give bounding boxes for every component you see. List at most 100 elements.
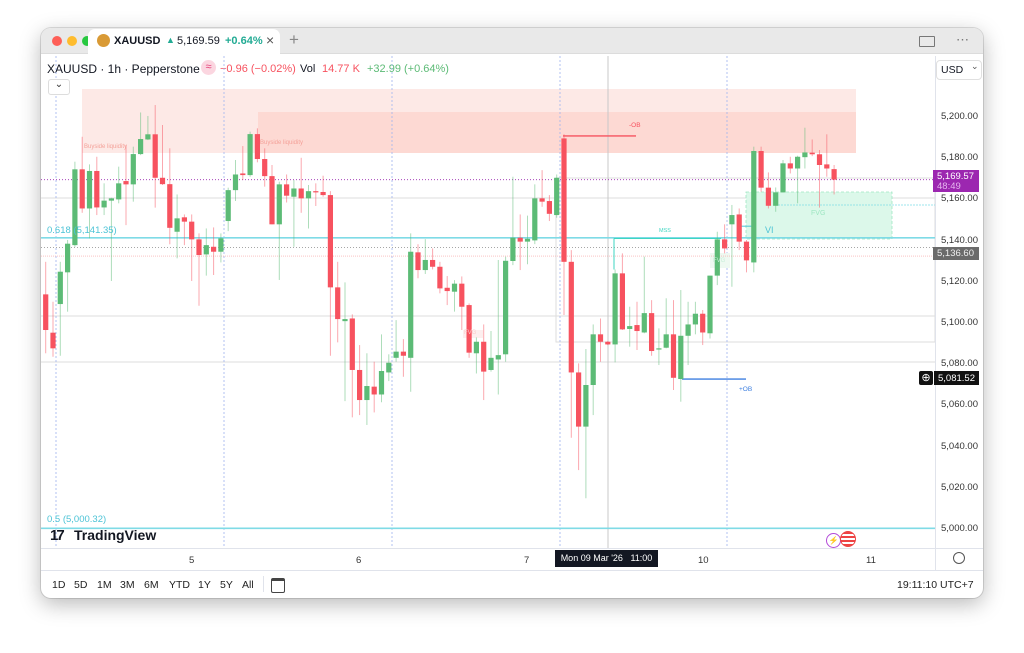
currency-label: USD bbox=[941, 64, 964, 76]
candle-down bbox=[43, 294, 49, 331]
candle-down bbox=[152, 134, 158, 178]
chevron-down-icon: ⌄ bbox=[971, 61, 979, 71]
market-status-badge[interactable]: ≈ bbox=[201, 60, 216, 75]
candle-up bbox=[232, 174, 239, 191]
gold-icon bbox=[97, 34, 110, 47]
candle-down bbox=[50, 332, 56, 349]
candle-up bbox=[218, 238, 224, 252]
price-axis-border bbox=[935, 56, 936, 570]
range-1y[interactable]: 1Y bbox=[198, 579, 211, 591]
candle-down bbox=[254, 134, 260, 160]
price-chart[interactable] bbox=[41, 56, 935, 548]
candle-up bbox=[130, 154, 136, 185]
candle-up bbox=[386, 362, 392, 373]
candle-up bbox=[108, 198, 114, 201]
candle-up bbox=[590, 334, 596, 386]
candle-down bbox=[437, 266, 443, 289]
candle-up bbox=[663, 334, 669, 348]
candle-down bbox=[539, 198, 545, 202]
maximize-window-button[interactable] bbox=[82, 36, 92, 46]
add-alert-icon[interactable]: ⊕ bbox=[919, 371, 933, 385]
candle-down bbox=[670, 334, 677, 378]
price-axis-label: 5,040.00 bbox=[941, 440, 978, 452]
time-label: 11 bbox=[866, 555, 876, 566]
current-price-tag: 5,169.57 48:49 bbox=[933, 170, 979, 192]
settings-gear-icon[interactable] bbox=[953, 552, 965, 564]
range-ytd[interactable]: YTD bbox=[169, 579, 190, 591]
layout-panel-icon[interactable] bbox=[919, 36, 935, 47]
close-window-button[interactable] bbox=[52, 36, 62, 46]
candle-down bbox=[262, 159, 268, 177]
range-5y[interactable]: 5Y bbox=[220, 579, 233, 591]
candle-up bbox=[612, 273, 618, 345]
range-1d[interactable]: 1D bbox=[52, 579, 66, 591]
fvg-label: FVG bbox=[713, 258, 726, 264]
candle-down bbox=[546, 201, 552, 214]
candle-down bbox=[576, 372, 582, 427]
divider bbox=[263, 576, 264, 592]
candle-down bbox=[371, 386, 377, 395]
candle-down bbox=[94, 170, 100, 208]
candle-up bbox=[510, 237, 516, 261]
candle-up bbox=[342, 319, 348, 322]
candle-down bbox=[240, 173, 246, 176]
candle-up bbox=[291, 188, 297, 197]
candle-down bbox=[335, 287, 341, 320]
candle-up bbox=[145, 134, 151, 140]
price-axis-label: 5,100.00 bbox=[941, 317, 978, 328]
more-dots-icon[interactable]: ⋯ bbox=[956, 32, 969, 47]
toolbar-divider bbox=[41, 570, 983, 571]
price-axis-label: 5,140.00 bbox=[941, 234, 978, 246]
lightning-event-icon[interactable]: ⚡ bbox=[826, 533, 841, 548]
range-5d[interactable]: 5D bbox=[74, 579, 88, 591]
crosshair-time-tag: Mon 09 Mar '26 11:00 bbox=[555, 550, 658, 567]
fvg-label: FVG bbox=[811, 210, 826, 217]
currency-dropdown[interactable]: USD ⌄ bbox=[936, 60, 982, 80]
price-axis-label: 5,180.00 bbox=[941, 152, 978, 164]
candle-up bbox=[729, 215, 735, 225]
candle-down bbox=[809, 152, 815, 155]
candle-down bbox=[466, 305, 472, 353]
candle-down bbox=[816, 154, 823, 165]
candle-up bbox=[364, 386, 370, 401]
candle-down bbox=[649, 313, 655, 352]
candle-up bbox=[495, 355, 501, 360]
candle-up bbox=[116, 183, 122, 200]
new-tab-button[interactable]: + bbox=[289, 30, 299, 49]
candle-up bbox=[86, 170, 93, 209]
candle-up bbox=[422, 259, 428, 271]
candle-down bbox=[459, 283, 465, 307]
candle-down bbox=[327, 195, 333, 288]
calendar-goto-icon[interactable] bbox=[271, 578, 285, 593]
price-axis-label: 5,000.00 bbox=[941, 523, 978, 534]
candle-up bbox=[225, 190, 231, 222]
candle-down bbox=[415, 252, 421, 271]
range-all[interactable]: All bbox=[242, 579, 254, 591]
price-axis-label: 5,200.00 bbox=[941, 111, 978, 122]
candle-down bbox=[824, 164, 830, 169]
range-6m[interactable]: 6M bbox=[144, 579, 159, 591]
logo-text: TradingView bbox=[74, 527, 157, 543]
symbol-title[interactable]: XAUUSD · 1h · Pepperstone bbox=[47, 62, 200, 76]
candle-up bbox=[583, 385, 589, 427]
candle-down bbox=[400, 351, 406, 356]
close-tab-icon[interactable]: × bbox=[266, 32, 275, 48]
us-flag-icon[interactable] bbox=[840, 531, 856, 547]
crosshair-price-tag: 5,081.52 bbox=[934, 371, 979, 385]
mss-label: MSS bbox=[659, 228, 671, 234]
fvg-zone-pink bbox=[463, 330, 483, 338]
title-bar: XAUUSD ▲ 5,169.59 +0.64% × + ⋯ bbox=[41, 28, 983, 54]
collapse-legend-button[interactable]: ⌄ bbox=[48, 79, 70, 95]
candle-up bbox=[65, 243, 71, 273]
minimize-window-button[interactable] bbox=[67, 36, 77, 46]
range-3m[interactable]: 3M bbox=[120, 579, 135, 591]
price-axis-label: 5,020.00 bbox=[941, 481, 978, 493]
tab-xauusd[interactable]: XAUUSD ▲ 5,169.59 +0.64% × bbox=[88, 29, 280, 54]
candle-up bbox=[305, 191, 312, 199]
range-1m[interactable]: 1M bbox=[97, 579, 112, 591]
vi-label: VI bbox=[765, 225, 774, 235]
candle-up bbox=[692, 313, 698, 325]
candle-down bbox=[765, 187, 771, 206]
time-label: 10 bbox=[698, 555, 709, 566]
candle-down bbox=[619, 273, 625, 330]
